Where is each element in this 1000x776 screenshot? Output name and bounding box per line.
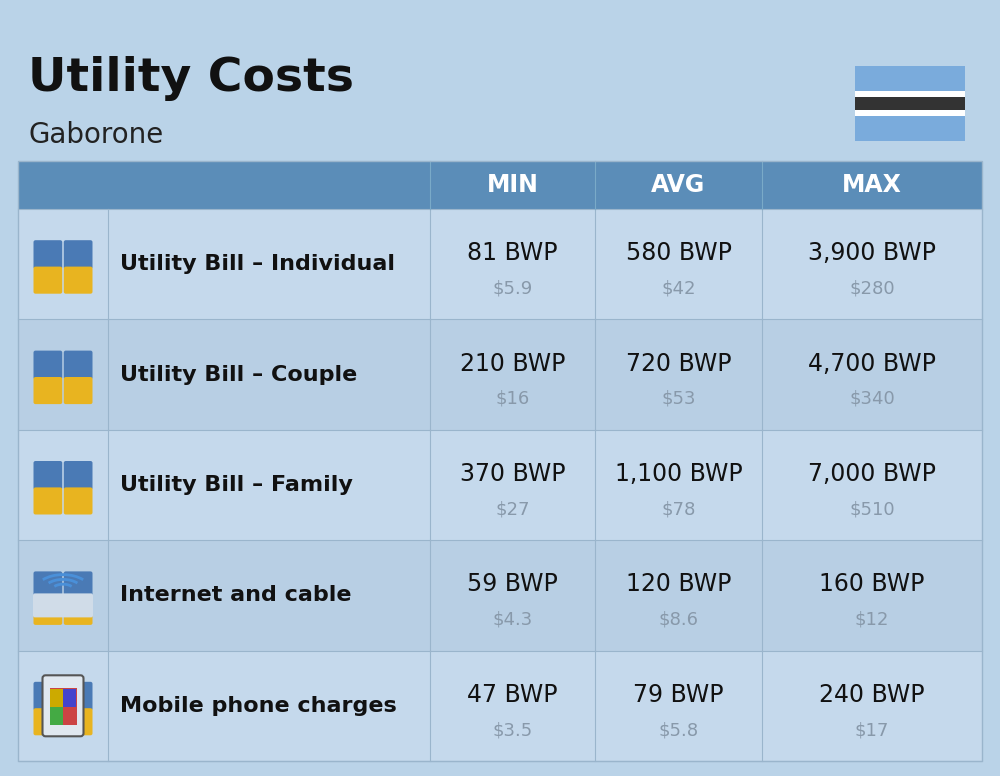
FancyBboxPatch shape (34, 377, 62, 404)
Text: Gaborone: Gaborone (28, 121, 163, 149)
Bar (18, 161, 982, 761)
Text: 240 BWP: 240 BWP (819, 683, 925, 707)
Text: 3,900 BWP: 3,900 BWP (808, 241, 936, 265)
Bar (50, 688, 76, 726)
FancyBboxPatch shape (64, 351, 92, 379)
FancyBboxPatch shape (34, 487, 62, 514)
FancyBboxPatch shape (64, 267, 92, 293)
Text: $12: $12 (855, 611, 889, 629)
Text: Utility Bill – Family: Utility Bill – Family (120, 475, 353, 495)
Bar (62, 689, 76, 707)
FancyBboxPatch shape (64, 598, 92, 625)
Text: $8.6: $8.6 (658, 611, 698, 629)
FancyBboxPatch shape (34, 682, 62, 711)
Text: 160 BWP: 160 BWP (819, 573, 925, 597)
FancyBboxPatch shape (34, 267, 62, 293)
Text: $5.8: $5.8 (658, 721, 699, 739)
FancyBboxPatch shape (34, 461, 62, 490)
Bar (855, 66, 965, 91)
Bar (855, 109, 965, 116)
Text: Mobile phone charges: Mobile phone charges (120, 696, 397, 715)
Text: MIN: MIN (487, 173, 538, 197)
Text: $3.5: $3.5 (492, 721, 533, 739)
FancyBboxPatch shape (64, 487, 92, 514)
Text: $16: $16 (495, 390, 530, 408)
FancyBboxPatch shape (42, 675, 84, 736)
FancyBboxPatch shape (64, 241, 92, 269)
Text: 1,100 BWP: 1,100 BWP (615, 462, 742, 486)
Bar (18, 161, 982, 209)
FancyBboxPatch shape (64, 377, 92, 404)
Text: $53: $53 (661, 390, 696, 408)
Bar (855, 91, 965, 97)
FancyBboxPatch shape (64, 708, 92, 736)
Text: 580 BWP: 580 BWP (626, 241, 731, 265)
Text: Internet and cable: Internet and cable (120, 585, 352, 605)
Text: $42: $42 (661, 279, 696, 297)
Text: Utility Costs: Utility Costs (28, 56, 354, 101)
FancyBboxPatch shape (64, 571, 92, 600)
Text: AVG: AVG (651, 173, 706, 197)
Bar (18, 430, 982, 540)
Bar (855, 97, 965, 109)
Text: 120 BWP: 120 BWP (626, 573, 731, 597)
Text: 210 BWP: 210 BWP (460, 352, 565, 376)
Text: $17: $17 (855, 721, 889, 739)
Text: $280: $280 (849, 279, 895, 297)
FancyBboxPatch shape (64, 682, 92, 711)
Text: Utility Bill – Couple: Utility Bill – Couple (120, 365, 357, 385)
Text: Utility Bill – Individual: Utility Bill – Individual (120, 255, 395, 274)
Bar (18, 320, 982, 430)
Bar (855, 116, 965, 141)
Text: 59 BWP: 59 BWP (467, 573, 558, 597)
Text: 81 BWP: 81 BWP (467, 241, 558, 265)
FancyBboxPatch shape (34, 598, 62, 625)
Text: $4.3: $4.3 (492, 611, 533, 629)
FancyBboxPatch shape (34, 708, 62, 736)
Bar (18, 540, 982, 650)
Text: 4,700 BWP: 4,700 BWP (808, 352, 936, 376)
Text: $5.9: $5.9 (492, 279, 533, 297)
Bar (18, 209, 982, 320)
FancyBboxPatch shape (64, 461, 92, 490)
FancyBboxPatch shape (34, 351, 62, 379)
Text: $27: $27 (495, 501, 530, 518)
Bar (18, 650, 982, 761)
Text: $340: $340 (849, 390, 895, 408)
Text: 7,000 BWP: 7,000 BWP (808, 462, 936, 486)
FancyBboxPatch shape (34, 241, 62, 269)
Text: 370 BWP: 370 BWP (460, 462, 565, 486)
Text: 47 BWP: 47 BWP (467, 683, 558, 707)
Bar (50, 689, 62, 707)
FancyBboxPatch shape (33, 594, 93, 618)
Text: MAX: MAX (842, 173, 902, 197)
FancyBboxPatch shape (34, 571, 62, 600)
Text: $510: $510 (849, 501, 895, 518)
Text: 79 BWP: 79 BWP (633, 683, 724, 707)
Text: 720 BWP: 720 BWP (626, 352, 731, 376)
Bar (50, 707, 62, 726)
Text: $78: $78 (661, 501, 696, 518)
